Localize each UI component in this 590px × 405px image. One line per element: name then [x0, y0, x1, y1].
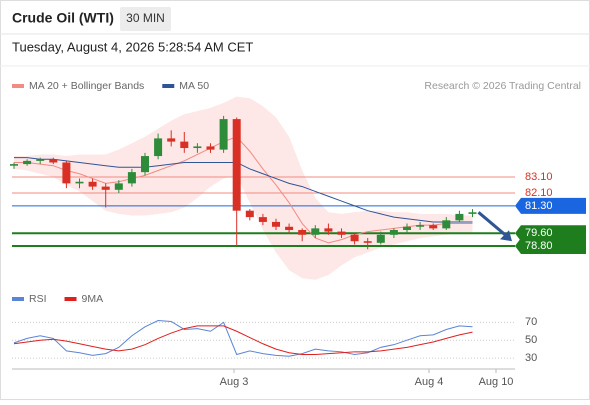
legend-label: MA 20 + Bollinger Bands [29, 80, 144, 92]
candle-body [455, 213, 464, 221]
datetime: Tuesday, August 4, 2026 5:28:54 AM CET [12, 39, 253, 54]
candle-body [154, 138, 163, 157]
y-tick-label: 30 [525, 352, 537, 364]
candle-body [376, 234, 385, 243]
candle-body [219, 119, 228, 150]
candle-body [389, 229, 398, 235]
level-label: 83.10 [525, 171, 553, 183]
candle-body [88, 181, 97, 187]
candle-body [75, 181, 84, 184]
candle-body [350, 234, 359, 242]
timeframe: 30 MIN [126, 11, 165, 25]
candle-body [206, 146, 215, 150]
candle-body [298, 229, 307, 235]
y-tick-label: 50 [525, 334, 537, 346]
ma50-line [14, 157, 473, 223]
legend-swatch [12, 84, 24, 88]
level-box [515, 225, 586, 242]
candle-body [49, 159, 58, 163]
ma20-line [14, 136, 473, 244]
candle-body [127, 172, 136, 184]
candle-body [429, 225, 438, 229]
candle-body [324, 228, 333, 232]
level-label: 78.80 [525, 240, 553, 252]
indicator-line [13, 320, 473, 357]
legend-label: RSI [29, 293, 47, 305]
candle-body [272, 221, 280, 227]
forecast-arrow [477, 211, 509, 239]
level-box [515, 238, 586, 255]
candle-body [101, 186, 110, 190]
candle-body [285, 226, 294, 230]
forecast-arrowhead [500, 230, 512, 242]
x-tick-label: Aug 10 [479, 376, 514, 388]
candle-body [416, 225, 425, 227]
candle-body [62, 162, 71, 184]
candle-body [337, 231, 346, 235]
candle-body [193, 146, 202, 149]
legend-swatch [64, 297, 77, 301]
timeframe-box [120, 7, 171, 31]
candle-body [403, 226, 411, 230]
candle-body [245, 210, 254, 218]
copyright: Research © 2026 Trading Central [424, 80, 581, 92]
x-tick-label: Aug 3 [220, 376, 249, 388]
y-tick-label: 70 [525, 316, 537, 328]
candle-body [36, 159, 45, 161]
x-tick-label: Aug 4 [415, 376, 444, 388]
legend-swatch [12, 297, 24, 301]
level-label: 79.60 [525, 227, 553, 239]
candle-body [167, 138, 176, 142]
candle-body [311, 228, 320, 235]
candle-body [180, 141, 189, 149]
candle-body [114, 183, 123, 190]
legend-swatch [162, 84, 175, 88]
candle-body [23, 160, 32, 165]
candle-body [141, 156, 149, 173]
candle-body [363, 241, 372, 243]
candle-body [258, 217, 267, 222]
level-label: 81.30 [525, 200, 553, 212]
indicator-line [13, 325, 473, 355]
title: Crude Oil (WTI) [12, 10, 114, 26]
candle-body [468, 212, 477, 214]
candle-body [442, 220, 451, 229]
candle-body [232, 119, 241, 211]
legend-label: 9MA [82, 293, 104, 305]
candle-body [10, 164, 18, 166]
level-box [515, 197, 586, 214]
level-label: 82.10 [525, 187, 553, 199]
legend-label: MA 50 [179, 80, 209, 92]
